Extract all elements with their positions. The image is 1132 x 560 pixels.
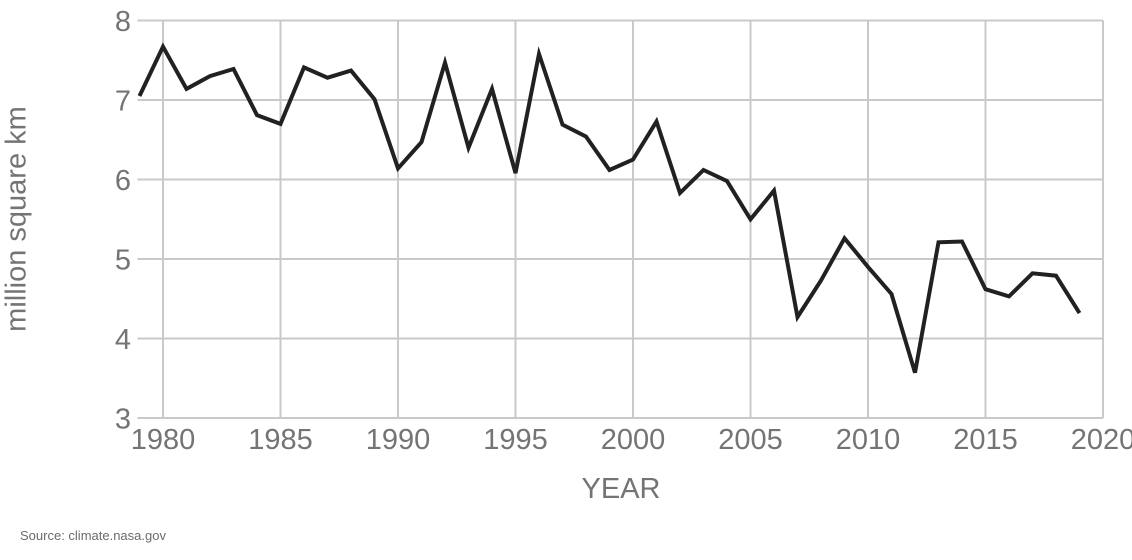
x-tick-label: 1985 <box>248 424 313 456</box>
source-attribution: Source: climate.nasa.gov <box>20 528 166 543</box>
sea-ice-extent-line <box>137 42 1082 374</box>
y-tick-label: 7 <box>115 86 131 118</box>
x-tick-label: 2005 <box>718 424 783 456</box>
y-tick-label: 6 <box>115 165 131 197</box>
y-axis-title: million square km <box>0 106 33 332</box>
x-axis-title: YEAR <box>581 473 661 505</box>
y-tick-label: 5 <box>115 245 131 277</box>
x-tick-label: 2000 <box>601 424 666 456</box>
x-tick-label: 1980 <box>131 424 196 456</box>
x-tick-label: 2010 <box>836 424 901 456</box>
x-tick-label: 2020 <box>1071 424 1132 456</box>
y-tick-label: 3 <box>115 404 131 436</box>
x-tick-label: 1995 <box>483 424 548 456</box>
y-tick-label: 8 <box>115 6 131 38</box>
x-tick-label: 2015 <box>953 424 1018 456</box>
y-tick-label: 4 <box>115 324 131 356</box>
x-tick-label: 1990 <box>366 424 431 456</box>
